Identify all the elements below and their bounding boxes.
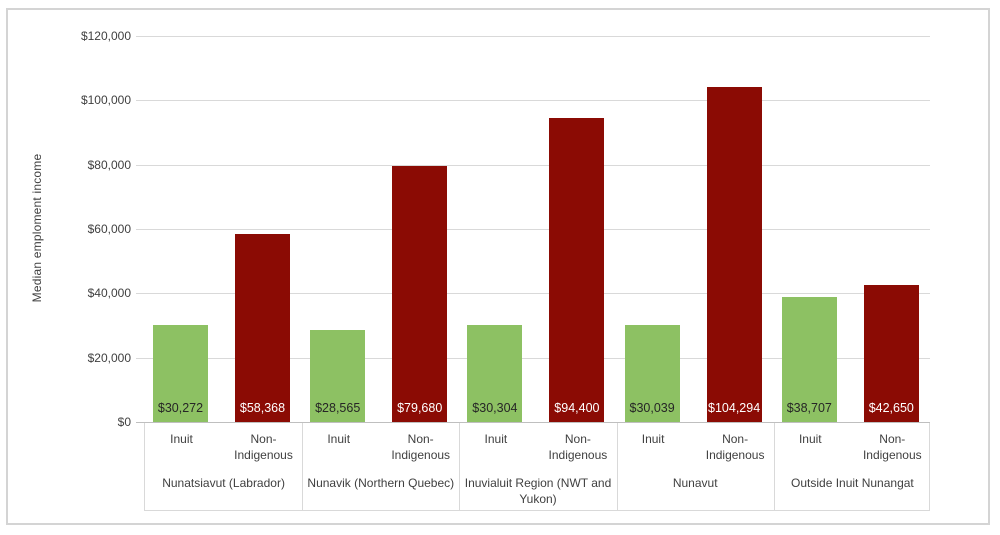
bar-inuit: $38,707 <box>781 297 837 422</box>
category-axis: Inuit Non-Indigenous Nunatsiavut (Labrador… <box>144 422 930 511</box>
y-tick-label: $120,000 <box>80 29 131 43</box>
bar-inuit: $30,039 <box>624 325 680 422</box>
bar-data-label: $42,650 <box>868 400 914 415</box>
gridline <box>136 36 930 37</box>
y-tick-label: $100,000 <box>80 93 131 108</box>
gridline <box>136 164 930 166</box>
category-separator <box>773 422 775 510</box>
bar-non-indigenous: $79,680 <box>392 165 448 422</box>
bar-data-label: $79,680 <box>397 400 443 415</box>
y-tick-label: $80,000 <box>87 157 131 172</box>
y-tick-label: $20,000 <box>87 350 131 365</box>
bar-data-label: $104,294 <box>708 400 761 415</box>
bar-data-label: $38,707 <box>786 400 832 415</box>
category-label: Nunavut <box>672 476 718 490</box>
subcategory-label-non-indigenous: Non-Indigenous <box>391 432 451 462</box>
bar-data-label: $30,304 <box>472 400 518 415</box>
category-label: Inuvialuit Region (NWT and Yukon) <box>464 476 612 506</box>
category-label: Outside Inuit Nunangat <box>791 476 914 490</box>
bar-data-label: $30,272 <box>157 400 204 415</box>
gridline <box>136 229 930 230</box>
subcategory-label-non-indigenous: Non-Indigenous <box>548 432 608 462</box>
subcategory-label-inuit: Inuit <box>327 432 351 446</box>
gridline <box>136 357 930 359</box>
bar-inuit: $30,304 <box>467 324 523 422</box>
subcategory-label-inuit: Inuit <box>170 432 193 446</box>
subcategory-label-inuit: Inuit <box>484 432 508 446</box>
category-label: Nunatsiavut (Labrador) <box>162 476 285 490</box>
gridline <box>136 100 930 102</box>
subcategory-label-inuit: Inuit <box>798 432 822 446</box>
bar-non-indigenous: $104,294 <box>706 86 762 422</box>
bar-inuit: $30,272 <box>153 324 208 422</box>
chart-border-frame <box>6 8 990 525</box>
bar-inuit: $28,565 <box>310 330 366 422</box>
bar-non-indigenous: $94,400 <box>549 118 605 422</box>
subcategory-label-non-indigenous: Non-Indigenous <box>862 432 922 462</box>
y-tick-label: $40,000 <box>87 286 131 301</box>
x-axis-line <box>136 422 930 423</box>
y-tick-label: $0 <box>117 415 131 429</box>
bar-data-label: $94,400 <box>554 400 600 415</box>
bar-non-indigenous: $58,368 <box>235 234 290 422</box>
subcategory-label-inuit: Inuit <box>641 432 665 446</box>
category-separator <box>616 422 618 510</box>
bar-data-label: $28,565 <box>315 400 361 415</box>
gridline <box>136 293 930 295</box>
category-separator <box>459 422 461 510</box>
category-separator <box>302 422 304 510</box>
subcategory-label-non-indigenous: Non-Indigenous <box>705 432 765 462</box>
bar-data-label: $30,039 <box>629 400 675 415</box>
y-tick-label: $60,000 <box>87 222 131 236</box>
bar-non-indigenous: $42,650 <box>863 284 919 422</box>
category-label: Nunavik (Northern Quebec) <box>307 476 455 490</box>
subcategory-label-non-indigenous: Non-Indigenous <box>234 432 293 462</box>
bar-data-label: $58,368 <box>239 400 286 415</box>
